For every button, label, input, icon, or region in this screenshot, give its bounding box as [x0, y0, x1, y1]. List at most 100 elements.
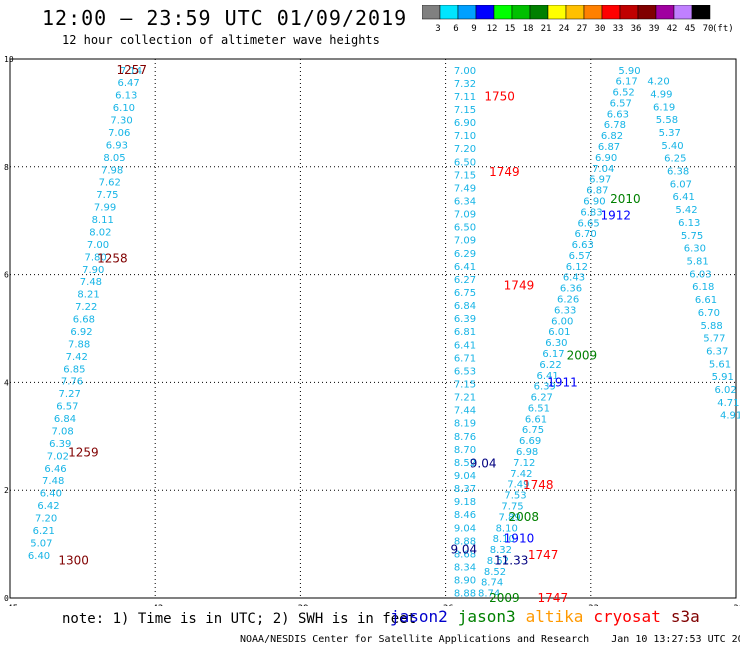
x-tick-label: -39	[292, 604, 308, 606]
color-scale-bar: 3 6 9 12 15 18 21 24 27 30 33 36 39 42 45 70(ft)	[422, 5, 734, 34]
swh-value-label: 7.48	[42, 476, 64, 487]
legend-item-s3a: s3a	[670, 607, 700, 626]
swh-value-label: 6.50	[454, 157, 476, 168]
swh-value-label: 7.21	[454, 393, 476, 404]
swh-value-label: 6.12	[566, 262, 588, 273]
pass-time-label: 9.04	[450, 542, 477, 556]
swh-value-label: 8.52	[454, 458, 476, 469]
swh-value-label: 8.52	[484, 567, 506, 578]
swh-value-label: 6.25	[664, 154, 686, 165]
swh-value-label: 5.77	[703, 334, 725, 345]
color-scale-label: 36	[631, 24, 642, 34]
swh-value-label: 5.58	[656, 115, 678, 126]
swh-value-label: 6.87	[598, 142, 620, 153]
swh-value-label: 6.33	[554, 305, 576, 316]
color-scale-label: 3	[435, 24, 440, 34]
swh-value-label: 7.98	[101, 165, 123, 176]
color-scale-label: 18	[523, 24, 534, 34]
swh-value-label: 8.32	[490, 545, 512, 556]
pass-time-label: 1911	[547, 375, 578, 389]
swh-value-label: 6.57	[610, 98, 632, 109]
swh-value-label: 7.90	[82, 265, 104, 276]
color-scale-label: 33	[613, 24, 624, 34]
swh-value-label: 6.13	[678, 218, 700, 229]
swh-value-label: 7.15	[454, 170, 476, 181]
swh-value-label: 6.00	[551, 316, 573, 327]
swh-value-label: 6.50	[454, 223, 476, 234]
pass-time-label: 2010	[610, 192, 641, 206]
color-scale-label: 9	[471, 24, 476, 34]
x-tick-label: -42	[147, 604, 163, 606]
swh-value-label: 5.37	[659, 128, 681, 139]
swh-value-label: 5.61	[709, 359, 731, 370]
swh-value-label: 8.46	[454, 510, 476, 521]
swh-value-label: 9.18	[454, 497, 476, 508]
swh-value-label: 6.57	[56, 402, 78, 413]
swh-value-label: 7.04	[592, 164, 614, 175]
swh-value-label: 6.40	[40, 489, 62, 500]
swh-value-label: 6.90	[454, 118, 476, 129]
swh-value-label: 7.14	[120, 66, 142, 77]
swh-value-label: 6.47	[118, 78, 140, 89]
footer-credit: NOAA/NESDIS Center for Satellite Applica…	[240, 634, 590, 645]
swh-value-label: 7.08	[51, 426, 73, 437]
swh-value-label: 6.27	[531, 393, 553, 404]
swh-value-label: 6.71	[454, 353, 476, 364]
swh-value-label: 6.26	[557, 295, 579, 306]
x-tick-label: -36	[437, 604, 453, 606]
page-subtitle: 12 hour collection of altimeter wave hei…	[62, 33, 380, 47]
pass-time-label: 11.33	[494, 553, 528, 567]
swh-value-label: 7.11	[454, 92, 476, 103]
swh-value-label: 6.37	[706, 346, 728, 357]
swh-value-label: 5.07	[30, 538, 52, 549]
swh-value-label: 6.17	[615, 77, 637, 88]
swh-value-label: 6.82	[601, 131, 623, 142]
swh-value-label: 6.41	[454, 340, 476, 351]
swh-value-label: 8.74	[478, 589, 500, 600]
swh-value-label: 7.32	[454, 79, 476, 90]
swh-value-label: 6.27	[454, 275, 476, 286]
swh-value-label: 6.92	[70, 327, 92, 338]
swh-value-label: 6.38	[667, 167, 689, 178]
color-scale-label: 45	[685, 24, 696, 34]
swh-value-label: 7.27	[59, 389, 81, 400]
swh-value-label: 7.53	[504, 491, 526, 502]
swh-value-label: 6.41	[673, 192, 695, 203]
swh-value-label: 7.62	[99, 178, 121, 189]
swh-value-label: 7.49	[454, 183, 476, 194]
swh-value-label: 5.75	[681, 231, 703, 242]
y-tick-label: 2	[4, 486, 9, 495]
swh-value-label: 6.98	[516, 447, 538, 458]
pass-time-label: 2009	[567, 348, 598, 362]
swh-value-label: 7.09	[454, 236, 476, 247]
swh-value-label: 6.53	[454, 366, 476, 377]
swh-value-label: 7.75	[501, 501, 523, 512]
swh-value-label: 7.99	[94, 203, 116, 214]
pass-time-label: 1747	[528, 548, 559, 562]
y-tick-label: 6	[4, 271, 9, 280]
swh-value-label: 6.41	[454, 262, 476, 273]
swh-value-label: 7.49	[507, 480, 529, 491]
swh-value-label: 7.02	[47, 451, 69, 462]
swh-value-label: 8.10	[496, 523, 518, 534]
swh-value-label: 7.12	[513, 458, 535, 469]
swh-value-label: 8.05	[103, 153, 125, 164]
swh-value-label: 7.00	[454, 66, 476, 77]
swh-value-label: 8.88	[454, 589, 476, 600]
swh-value-label: 6.68	[73, 315, 95, 326]
pass-time-label: 1749	[504, 278, 535, 292]
swh-value-label: 6.85	[63, 364, 85, 375]
footer: NOAA/NESDIS Center for Satellite Applica…	[240, 634, 740, 645]
swh-value-label: 4.99	[650, 89, 672, 100]
swh-value-label: 6.18	[692, 282, 714, 293]
swh-value-label: 6.84	[454, 301, 476, 312]
satellite-legend: jason2 jason3 altika cryosat s3a	[390, 607, 710, 626]
color-scale-label: 6	[453, 24, 458, 34]
swh-value-label: 5.81	[687, 257, 709, 268]
color-scale-label: 21	[541, 24, 552, 34]
swh-value-label: 7.22	[75, 302, 97, 313]
swh-value-label: 8.70	[454, 445, 476, 456]
swh-value-label: 7.30	[110, 116, 132, 127]
legend-item-jason2: jason2	[390, 607, 448, 626]
swh-value-label: 8.11	[92, 215, 114, 226]
